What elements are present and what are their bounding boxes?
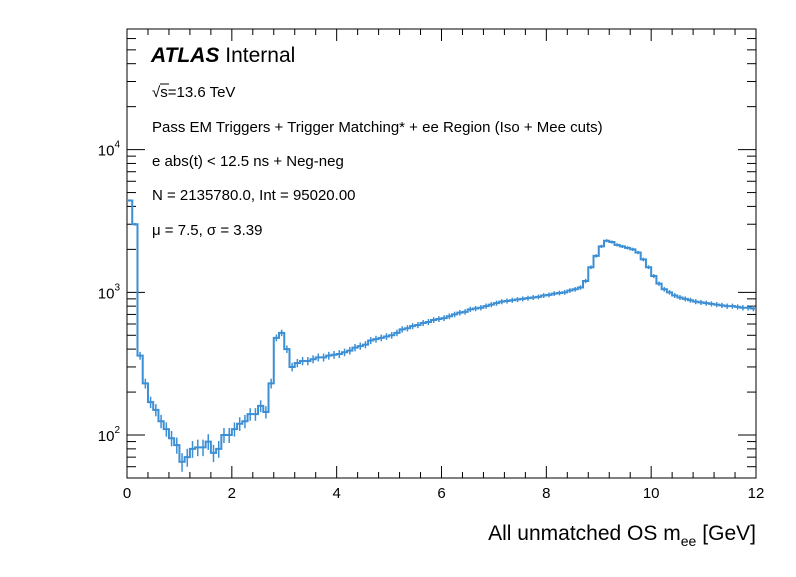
energy-text: s=13.6 TeV [160, 84, 235, 101]
x-axis-ticks [126, 29, 757, 478]
atlas-internal: Internal [219, 44, 295, 67]
y-axis-ticks [127, 28, 756, 479]
x-tick-label: 0 [123, 485, 131, 502]
timing-label: e abs(t) < 12.5 ns + Neg-neg [152, 153, 344, 170]
x-axis-title-subscript: ee [681, 533, 697, 549]
y-tick-base: 10 [98, 143, 115, 160]
x-tick-label: 2 [228, 485, 236, 502]
selection-label: Pass EM Triggers + Trigger Matching* + e… [152, 119, 603, 136]
y-tick-label: 104 [98, 140, 121, 160]
y-tick-label: 103 [98, 282, 121, 302]
x-tick-label: 10 [643, 485, 660, 502]
x-axis-title-main: All unmatched OS m [488, 522, 681, 545]
atlas-bold: ATLAS [150, 44, 219, 67]
y-tick-exponent: 4 [114, 140, 120, 151]
counts-label: N = 2135780.0, Int = 95020.00 [152, 187, 356, 204]
x-axis-tick-labels: 0 2 4 6 8 10 12 [123, 485, 765, 502]
y-tick-exponent: 3 [114, 282, 120, 293]
energy-label: √s=13.6 TeV [152, 84, 235, 101]
fit-label: μ = 7.5, σ = 3.39 [152, 222, 262, 239]
histogram-series-line [127, 199, 756, 463]
y-tick-label: 102 [98, 425, 121, 445]
x-tick-label: 8 [542, 485, 550, 502]
x-axis-title-unit: [GeV] [702, 522, 756, 545]
atlas-label: ATLAS Internal [150, 44, 295, 67]
y-tick-base: 10 [98, 285, 115, 302]
x-axis-title: All unmatched OS mee [GeV] [488, 522, 756, 549]
x-tick-label: 6 [437, 485, 445, 502]
x-tick-label: 12 [748, 485, 765, 502]
x-tick-label: 4 [332, 485, 340, 502]
series-layer [127, 199, 756, 472]
sqrt-symbol: √ [152, 84, 161, 101]
y-tick-base: 10 [98, 428, 115, 445]
y-tick-exponent: 2 [114, 425, 120, 436]
